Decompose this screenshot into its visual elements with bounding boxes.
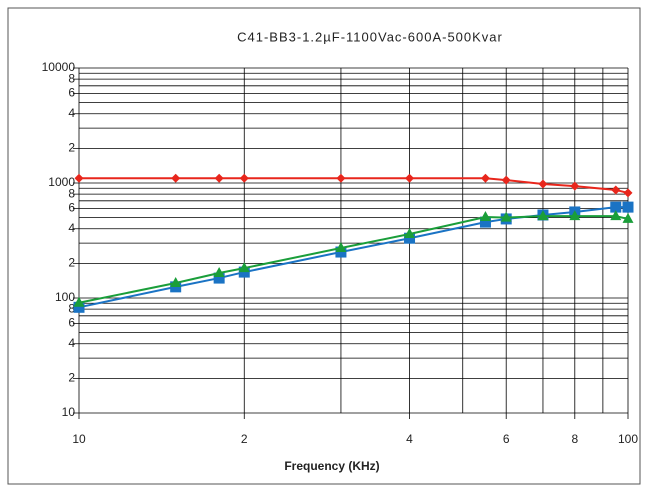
marker-triangle bbox=[404, 228, 416, 239]
marker-square bbox=[73, 301, 85, 313]
y-tick-label: 4 bbox=[68, 336, 75, 350]
y-tick-label: 100 bbox=[55, 290, 75, 304]
marker-square bbox=[213, 272, 225, 284]
marker-triangle bbox=[500, 211, 512, 222]
y-tick-label: 10 bbox=[62, 405, 76, 419]
x-axis-label: Frequency (KHz) bbox=[284, 459, 379, 473]
marker-triangle bbox=[213, 266, 225, 277]
series-line bbox=[78, 215, 629, 304]
marker-triangle bbox=[610, 210, 622, 221]
marker-triangle bbox=[537, 210, 549, 221]
marker-triangle bbox=[238, 262, 250, 273]
y-tick-label: 2 bbox=[68, 141, 75, 155]
marker-triangle bbox=[622, 212, 634, 223]
series-line bbox=[78, 206, 628, 309]
marker-diamond bbox=[239, 173, 249, 183]
marker-square bbox=[479, 216, 491, 228]
x-tick-label: 10 bbox=[72, 432, 86, 446]
chart-border bbox=[7, 7, 641, 485]
marker-triangle bbox=[569, 210, 581, 221]
marker-diamond bbox=[480, 173, 490, 183]
marker-diamond bbox=[623, 188, 633, 198]
marker-square bbox=[404, 232, 416, 244]
y-tick-label: 6 bbox=[68, 86, 75, 100]
y-tick-label: 2 bbox=[68, 371, 75, 385]
marker-diamond bbox=[214, 173, 224, 183]
y-tick-label: 8 bbox=[68, 186, 75, 200]
marker-diamond bbox=[74, 173, 84, 183]
x-tick-label: 2 bbox=[241, 432, 248, 446]
marker-diamond bbox=[570, 181, 580, 191]
x-tick-label: 4 bbox=[406, 432, 413, 446]
y-tick-label: 8 bbox=[68, 301, 75, 315]
marker-diamond bbox=[405, 173, 415, 183]
y-tick-label: 6 bbox=[68, 201, 75, 215]
marker-diamond bbox=[501, 175, 511, 185]
marker-diamond bbox=[336, 173, 346, 183]
marker-triangle bbox=[73, 296, 85, 307]
marker-triangle bbox=[170, 277, 182, 288]
x-tick-label: 100 bbox=[618, 432, 638, 446]
y-tick-label: 6 bbox=[68, 316, 75, 330]
y-tick-label: 8 bbox=[68, 71, 75, 85]
y-tick-label: 2 bbox=[68, 256, 75, 270]
y-tick-label: 4 bbox=[68, 106, 75, 120]
y-tick-label: 1000 bbox=[48, 175, 75, 189]
marker-square bbox=[622, 201, 634, 213]
marker-triangle bbox=[335, 242, 347, 253]
y-tick-label: 4 bbox=[68, 221, 75, 235]
marker-diamond bbox=[538, 179, 548, 189]
x-tick-label: 6 bbox=[503, 432, 510, 446]
marker-triangle bbox=[479, 211, 491, 222]
marker-diamond bbox=[171, 173, 181, 183]
chart-title: C41-BB3-1.2µF-1100Vac-600A-500Kvar bbox=[237, 29, 503, 44]
marker-diamond bbox=[611, 185, 621, 195]
marker-square bbox=[335, 246, 347, 258]
series-line bbox=[79, 177, 629, 194]
marker-square bbox=[610, 201, 622, 213]
x-tick-label: 8 bbox=[571, 432, 578, 446]
y-tick-label: 10000 bbox=[42, 60, 76, 74]
